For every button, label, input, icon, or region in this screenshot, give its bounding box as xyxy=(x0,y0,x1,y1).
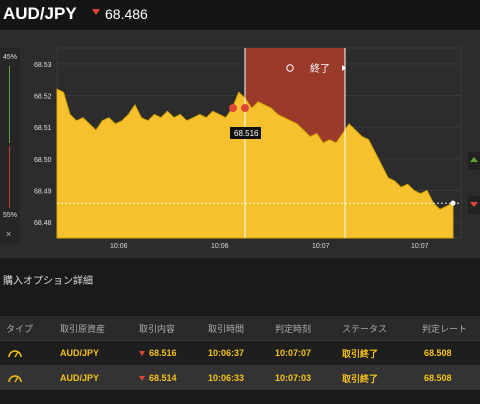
gauge-icon xyxy=(8,374,22,382)
y-tick-label: 68.51 xyxy=(34,125,52,132)
chevron-left-icon xyxy=(342,65,346,71)
arrow-down-icon xyxy=(139,376,145,382)
timer-icon xyxy=(286,64,294,72)
arrow-down-icon xyxy=(92,9,100,15)
arrow-down-icon xyxy=(139,351,145,357)
purchase-table: タイプ 取引原資産 取引内容 取引時間 判定時刻 ステータス 判定レート AUD… xyxy=(0,316,480,390)
current-point xyxy=(450,200,456,206)
header-judge-rate: 判定レート xyxy=(422,323,468,334)
sentiment-bottom-percent: 55% xyxy=(3,212,18,219)
x-tick-label: 10:07 xyxy=(312,243,330,250)
y-tick-label: 68.52 xyxy=(34,94,52,101)
sentiment-top-percent: 45% xyxy=(3,54,18,61)
row-judge-time: 10:07:07 xyxy=(275,348,312,358)
y-tick-label: 68.49 xyxy=(34,189,52,196)
sentiment-down-line xyxy=(9,146,10,208)
row-asset: AUD/JPY xyxy=(60,348,100,358)
row-status: 取引終了 xyxy=(342,348,379,359)
table-header: タイプ 取引原資産 取引内容 取引時間 判定時刻 ステータス 判定レート xyxy=(0,316,480,340)
row-trade-time: 10:06:37 xyxy=(208,348,245,358)
row-asset: AUD/JPY xyxy=(60,373,100,383)
header-bar: AUD/JPY 68.486 xyxy=(0,0,480,30)
sentiment-bar: 45% 55% xyxy=(0,48,20,244)
gauge-icon xyxy=(8,349,22,357)
sell-marker-icon xyxy=(241,104,249,112)
y-tick-label: 68.48 xyxy=(34,220,52,227)
table-row[interactable]: AUD/JPY 68.516 10:06:37 10:07:07 取引終了 68… xyxy=(0,340,480,365)
end-label: 終了 xyxy=(310,62,330,75)
current-rate: 68.486 xyxy=(105,6,148,22)
price-area xyxy=(56,88,454,239)
low-button[interactable] xyxy=(468,196,480,214)
header-type: タイプ xyxy=(6,323,34,334)
arrow-down-icon xyxy=(470,202,478,207)
header-status: ステータス xyxy=(342,323,388,334)
row-rate: 68.516 xyxy=(139,348,177,358)
close-icon[interactable]: × xyxy=(6,229,12,239)
rate-bubble-label: 68.516 xyxy=(234,129,259,138)
high-button[interactable] xyxy=(468,152,480,170)
header-asset: 取引原資産 xyxy=(60,323,106,334)
rate-bubble xyxy=(230,127,261,139)
row-judge-time: 10:07:03 xyxy=(275,373,312,383)
row-judge-rate: 68.508 xyxy=(424,348,452,358)
header-trade-time: 取引時間 xyxy=(208,323,245,334)
sell-marker-icon xyxy=(229,104,237,112)
x-tick-label: 10:07 xyxy=(411,243,429,250)
header-content: 取引内容 xyxy=(139,323,176,334)
row-rate: 68.514 xyxy=(139,373,177,383)
price-chart: 68.53 68.52 68.51 68.50 68.49 68.48 10:06 10:0… xyxy=(34,47,462,250)
y-tick-label: 68.50 xyxy=(34,157,52,164)
sentiment-up-line xyxy=(9,66,10,143)
arrow-up-icon xyxy=(470,157,478,162)
x-tick-label: 10:06 xyxy=(211,243,229,250)
table-row[interactable]: AUD/JPY 68.514 10:06:33 10:07:03 取引終了 68… xyxy=(0,365,480,390)
currency-pair[interactable]: AUD/JPY xyxy=(3,4,77,23)
row-status: 取引終了 xyxy=(342,373,379,384)
row-judge-rate: 68.508 xyxy=(424,373,452,383)
row-trade-time: 10:06:33 xyxy=(208,373,245,383)
header-judge-time: 判定時刻 xyxy=(275,323,312,334)
purchase-section-title: 購入オプション詳細 xyxy=(3,276,93,287)
x-tick-label: 10:06 xyxy=(110,243,128,250)
y-tick-label: 68.53 xyxy=(34,62,52,69)
